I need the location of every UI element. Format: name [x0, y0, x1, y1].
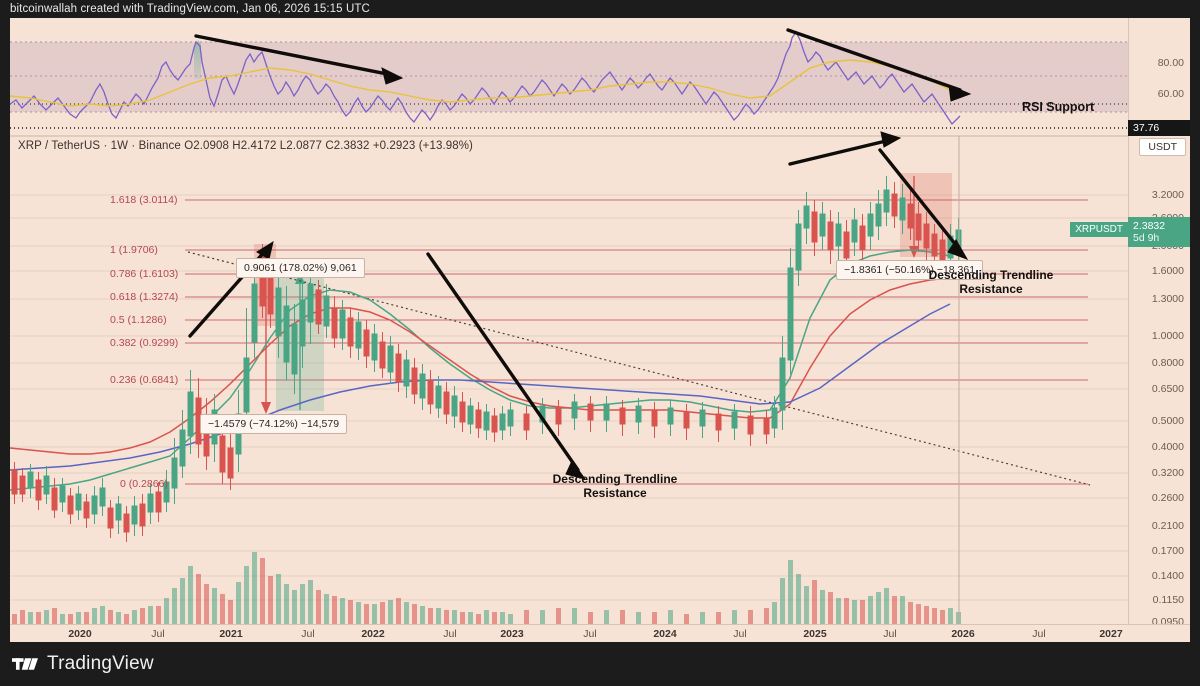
volume-histogram	[12, 552, 961, 624]
price-tick-0-2600: 0.2600	[1151, 492, 1184, 504]
annotation-trendline-left-line1: Descending Trendline	[552, 472, 678, 486]
price-tick-1-3000: 1.3000	[1151, 293, 1184, 305]
currency-badge[interactable]: USDT	[1139, 138, 1186, 156]
fib-label-0236: 0.236 (0.6841)	[110, 374, 179, 386]
fib-label-05: 0.5 (1.1286)	[110, 314, 167, 326]
candlestick-series	[11, 176, 962, 542]
rsi-ma-line	[10, 59, 961, 107]
bar-countdown: 5d 9h	[1133, 232, 1160, 244]
time-tick-2020: 2020	[68, 628, 92, 640]
last-price-value: 2.3832	[1133, 220, 1166, 232]
main-series-legend[interactable]: XRP / TetherUS · 1W · Binance O2.0908 H2…	[18, 140, 473, 152]
annotation-arrows	[188, 28, 972, 480]
price-pane	[10, 136, 1128, 624]
price-tick-3-2000: 3.2000	[1151, 189, 1184, 201]
price-tick-0-1700: 0.1700	[1151, 545, 1184, 557]
time-tick-2023: 2023	[500, 628, 524, 640]
price-tick-0-1150: 0.1150	[1152, 594, 1184, 606]
annotation-trendline-right-line1: Descending Trendline	[928, 268, 1054, 282]
time-tick-jul-2025: Jul	[883, 628, 897, 640]
fib-label-0382: 0.382 (0.9299)	[110, 337, 179, 349]
price-tick-1-6000: 1.6000	[1151, 265, 1184, 277]
time-tick-2027: 2027	[1099, 628, 1123, 640]
time-tick-2022: 2022	[361, 628, 385, 640]
time-tick-jul-2026: Jul	[1032, 628, 1046, 640]
last-price-tag: 2.3832 5d 9h	[1128, 217, 1190, 247]
time-tick-2024: 2024	[653, 628, 677, 640]
price-tick-0-1400: 0.1400	[1151, 570, 1184, 582]
annotation-rsi-support: RSI Support	[1022, 100, 1095, 114]
price-tick-0-8000: 0.8000	[1151, 357, 1184, 369]
price-tick-0-4000: 0.4000	[1151, 441, 1184, 453]
fib-label-1618: 1.618 (3.0114)	[110, 194, 178, 206]
tradingview-wordmark: TradingView	[47, 653, 154, 674]
price-tick-1-0000: 1.0000	[1151, 330, 1184, 342]
price-tick-0-2100: 0.2100	[1151, 520, 1184, 532]
annotation-trendline-left-line2: Resistance	[583, 486, 647, 500]
price-scale[interactable]: 80.00 60.00 37.76 3.2000 2.6000 2.0000 1…	[1128, 18, 1190, 628]
price-tick-0-5000: 0.5000	[1151, 415, 1184, 427]
fib-label-0786: 0.786 (1.6103)	[110, 268, 179, 280]
tradingview-logo-icon	[12, 658, 38, 670]
chart-canvas	[10, 28, 1128, 624]
rsi-value-tag: 37.76	[1128, 120, 1190, 136]
symbol-pill: XRPUSDT	[1070, 222, 1128, 237]
annotation-trendline-left: Descending Trendline Resistance	[530, 472, 700, 500]
time-tick-2025: 2025	[803, 628, 827, 640]
attribution-text: bitcoinwallah created with TradingView.c…	[10, 3, 370, 15]
fib-label-0618: 0.618 (1.3274)	[110, 291, 179, 303]
time-tick-jul-2021: Jul	[301, 628, 315, 640]
time-tick-2026: 2026	[951, 628, 975, 640]
time-scale[interactable]: 2020 Jul 2021 Jul 2022 Jul 2023 Jul 2024…	[10, 624, 1190, 642]
time-tick-2021: 2021	[219, 628, 243, 640]
tradingview-footer: TradingView	[0, 642, 1200, 686]
time-tick-jul-2020: Jul	[151, 628, 165, 640]
chart-plot-area[interactable]: 1.618 (3.0114) 1 (1.9706) 0.786 (1.6103)…	[10, 18, 1128, 624]
price-tick-0-6500: 0.6500	[1151, 383, 1184, 395]
time-tick-jul-2024: Jul	[733, 628, 747, 640]
measure-tooltip-left-loss: −1.4579 (−74.12%) −14,579	[200, 414, 348, 434]
price-tick-0-3200: 0.3200	[1151, 467, 1184, 479]
ma-red	[10, 277, 951, 455]
annotation-trendline-right: Descending Trendline Resistance	[906, 268, 1076, 296]
rsi-subpane	[10, 30, 1128, 129]
fib-label-1: 1 (1.9706)	[110, 244, 158, 256]
fib-label-0: 0 (0.2866)	[120, 478, 168, 490]
ma-green	[10, 249, 951, 491]
measure-tooltip-left-gain: 0.9061 (178.02%) 9,061	[236, 258, 365, 278]
ma-blue	[10, 303, 951, 471]
time-tick-jul-2023: Jul	[583, 628, 597, 640]
chart-frame[interactable]: 1.618 (3.0114) 1 (1.9706) 0.786 (1.6103)…	[10, 18, 1190, 642]
time-tick-jul-2022: Jul	[443, 628, 457, 640]
rsi-tick-60: 60.00	[1157, 88, 1184, 100]
measure-tooltip-right-loss: −1.8361 (−50.16%) −18,361	[836, 260, 984, 280]
annotation-trendline-right-line2: Resistance	[959, 282, 1023, 296]
rsi-tick-80: 80.00	[1157, 57, 1184, 69]
